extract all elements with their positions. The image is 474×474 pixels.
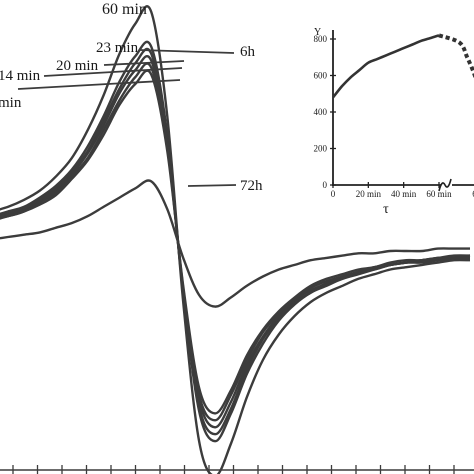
inset-y-axis-label: Y: [314, 27, 321, 38]
curve-14-min: [0, 62, 471, 422]
main-curves: [0, 5, 471, 474]
inset-ticks: 0 200 400 600 800 0 20 min 40 min 60 min 6h Yτ: [314, 27, 474, 217]
curve-72h: [0, 179, 470, 308]
curve-label-23-min: 23 min: [96, 40, 139, 56]
inset-x-tick-label: 20 min: [356, 189, 382, 199]
curve-label-6h: 6h: [240, 44, 256, 60]
curve-20-min: [0, 54, 470, 429]
leader-line-min: [17, 79, 181, 90]
main-leaders: [17, 49, 237, 187]
curve-label-20-min: 20 min: [56, 58, 99, 74]
leader-line-6h: [139, 49, 235, 54]
inset-x-tick-label: 0: [331, 189, 336, 199]
curve-60-min: [0, 5, 471, 474]
curve-min: [0, 69, 471, 415]
leader-line-14-min: [43, 67, 183, 77]
inset-y-tick-label: 800: [314, 34, 328, 44]
curve-23-min: [0, 47, 471, 436]
inset-y-tick-label: 200: [314, 144, 328, 154]
curve-label-60-min: 60 min: [102, 1, 147, 18]
inset-y-tick-label: 400: [314, 107, 328, 117]
inset-x-axis-label: τ: [383, 202, 389, 217]
inset-series-dotted: [438, 33, 474, 80]
main-labels: 60 min 6h 23 min 20 min 14 min min 72h: [0, 1, 263, 194]
inset-x-tick-label: 60 min: [426, 189, 452, 199]
curve-label-14-min: 14 min: [0, 68, 41, 84]
main-x-axis: [0, 465, 474, 474]
inset-chart: 0 200 400 600 800 0 20 min 40 min 60 min 6h Yτ: [314, 27, 474, 217]
leader-line-20-min: [103, 60, 185, 66]
inset-series-solid: [331, 34, 440, 99]
axis-break-mark: [438, 178, 452, 192]
inset-axes: [332, 30, 474, 192]
inset-y-tick-label: 600: [314, 71, 328, 81]
curve-label-min: min: [0, 95, 22, 111]
leader-line-72h: [187, 184, 237, 187]
inset-x-tick-label: 6h: [472, 189, 474, 199]
curve-label-72h: 72h: [240, 178, 263, 194]
inset-x-tick-label: 40 min: [391, 189, 417, 199]
inset-y-tick-label: 0: [323, 180, 328, 190]
inset-lines: [331, 33, 474, 99]
